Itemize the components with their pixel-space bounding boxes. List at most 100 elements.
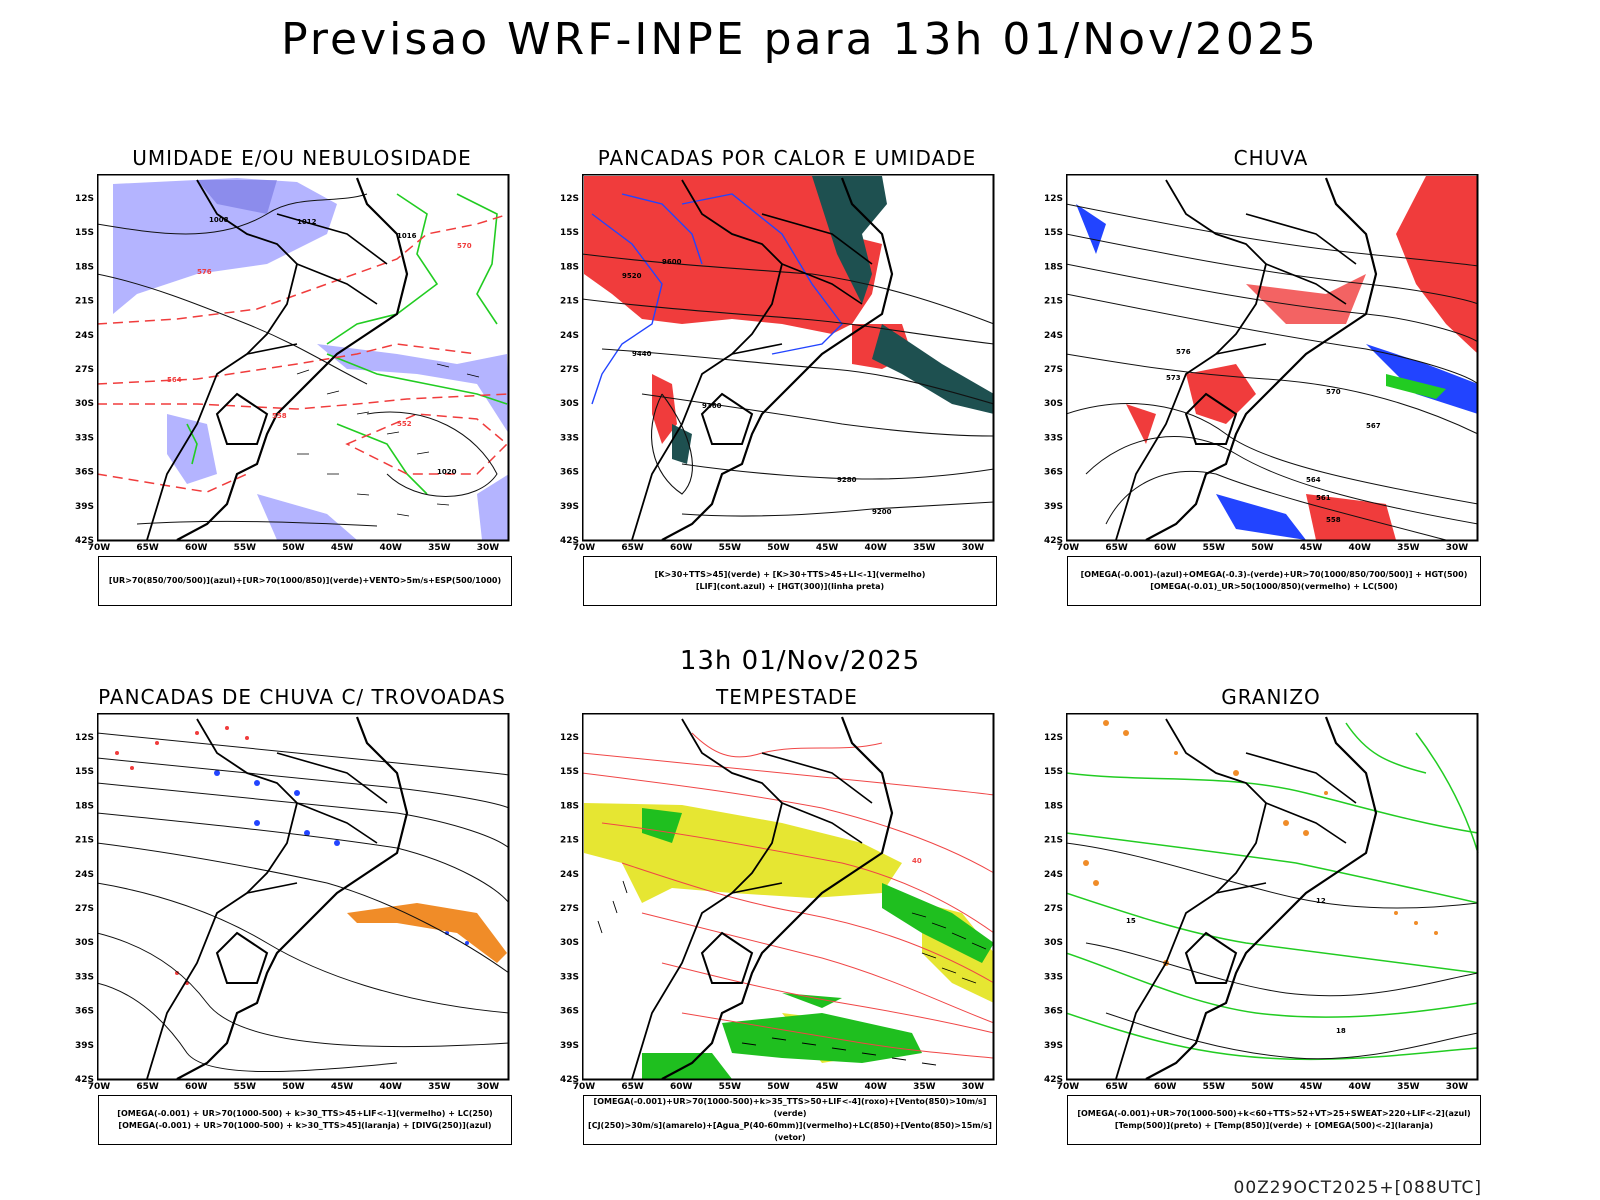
contour-label: 9280: [837, 476, 857, 484]
height-contours: [582, 253, 995, 517]
panel-title: CHUVA: [1233, 146, 1309, 170]
rain-red-area: [1126, 404, 1156, 444]
coastline-and-borders: [146, 177, 409, 541]
instability-red-area: [584, 176, 882, 334]
humidity-upper-area: [317, 344, 509, 434]
rain-blue-area: [1216, 494, 1306, 540]
instability-teal-area: [872, 324, 994, 414]
wind-green-area: [642, 808, 682, 843]
contour-label: 1016: [397, 232, 417, 240]
contour-label: 9600: [662, 258, 682, 266]
legend-line: [OMEGA(-0.001) + UR>70(1000-500) + k>30_…: [117, 1109, 493, 1118]
contour-label: 573: [1166, 374, 1181, 382]
wind-green-area: [722, 1013, 922, 1063]
contour-label: 570: [457, 242, 472, 250]
contour-label: 40: [912, 857, 922, 865]
wind-green-area: [782, 993, 842, 1008]
map-canvas: 1008 1012 1016 1020 576 570 564 558 552: [97, 174, 510, 542]
streamlines: [97, 732, 510, 1073]
panel-legend: [UR>70(850/700/500)](azul)+[UR>70(1000/8…: [98, 556, 512, 606]
map-frame: [582, 713, 995, 1081]
legend-line: [Temp(500)](preto) + [Temp(850)](verde) …: [1114, 1121, 1434, 1130]
panel-legend: [OMEGA(-0.001)+UR>70(1000-500)+k<60+TTS>…: [1067, 1095, 1481, 1145]
contour-label: 9360: [702, 402, 722, 410]
panel-chuva: CHUVA: [1056, 146, 1486, 616]
humidity-upper-area: [113, 178, 337, 314]
wind-green-area: [882, 883, 994, 963]
contour-label: 18: [1336, 1027, 1346, 1035]
contour-labels: 9600 9520 9440 9360 9280 9200: [622, 258, 892, 516]
contour-label: 9440: [632, 350, 652, 358]
map-tempestade: 40: [582, 713, 1002, 1083]
map-frame: [97, 174, 510, 542]
panel-umidade: UMIDADE E/OU NEBULOSIDADE: [87, 146, 517, 616]
rain-red-area: [1246, 274, 1366, 324]
run-time-footer: 00Z29OCT2025+[088UTC]: [1233, 1178, 1482, 1198]
map-canvas: 40: [582, 713, 995, 1081]
jet-yellow-area: [584, 803, 902, 903]
panel-title: PANCADAS POR CALOR E UMIDADE: [597, 146, 977, 170]
contour-label: 1012: [297, 218, 317, 226]
contour-label: 561: [1316, 494, 1331, 502]
coastline-and-borders: [1115, 716, 1378, 1080]
lower-row-subtitle: 13h 01/Nov/2025: [679, 646, 921, 676]
lifted-index-contours: [591, 193, 843, 405]
wind-vectors: [296, 363, 480, 517]
contour-label: 9520: [622, 272, 642, 280]
legend-line: [LIF](cont.azul) + [HGT(300)](linha pret…: [695, 582, 885, 591]
legend-line: [CJ(250)>30m/s](amarelo)+[Agua_P(40-60mm…: [588, 1121, 992, 1142]
contour-label: 1020: [437, 468, 457, 476]
map-granizo: 12 15 18: [1066, 713, 1486, 1083]
contour-labels: 576 573 570 567 564 561 558: [1166, 348, 1381, 524]
panel-legend: [OMEGA(-0.001)+UR>70(1000-500)+k>35_TTS>…: [583, 1095, 997, 1145]
panel-tempestade: TEMPESTADE: [572, 685, 1002, 1155]
wind-vectors: [597, 880, 987, 1066]
rain-red-area: [1186, 364, 1256, 424]
contour-label: 564: [1306, 476, 1321, 484]
main-title: Previsao WRF-INPE para 13h 01/Nov/2025: [281, 14, 1319, 65]
legend-line: [OMEGA(-0.001)-(azul)+OMEGA(-0.3)-(verde…: [1080, 570, 1468, 579]
panel-pancadas-calor: PANCADAS POR CALOR E UMIDADE: [572, 146, 1002, 616]
humidity-upper-area: [477, 474, 509, 540]
map-canvas: [97, 713, 510, 1081]
coastline-and-borders: [1115, 177, 1378, 541]
contour-label: 552: [397, 420, 412, 428]
pressure-contours: [97, 193, 498, 527]
coastline-and-borders: [631, 177, 894, 541]
panel-granizo: GRANIZO: [1056, 685, 1486, 1155]
coastline-and-borders: [631, 716, 894, 1080]
temp850-contours: [1066, 722, 1479, 1061]
legend-line: [OMEGA(-0.001)+UR>70(1000-500)+k<60+TTS>…: [1077, 1109, 1471, 1118]
panel-legend: [K>30+TTS>45](verde) + [K>30+TTS>45+LI<-…: [583, 556, 997, 606]
rain-blue-area: [1366, 344, 1478, 414]
legend-line: [OMEGA(-0.001)+UR>70(1000-500)+k>35_TTS>…: [593, 1097, 987, 1118]
contour-label: 564: [167, 376, 182, 384]
panel-title: TEMPESTADE: [716, 685, 858, 709]
contour-label: 9200: [872, 508, 892, 516]
contour-label: 567: [1366, 422, 1381, 430]
panel-title: UMIDADE E/OU NEBULOSIDADE: [132, 146, 472, 170]
panel-legend: [OMEGA(-0.001) + UR>70(1000-500) + k>30_…: [98, 1095, 512, 1145]
map-frame: [97, 713, 510, 1081]
panel-title: GRANIZO: [1221, 685, 1321, 709]
legend-line: [K>30+TTS>45](verde) + [K>30+TTS>45+LI<-…: [654, 570, 926, 579]
thickness-contours: [97, 213, 510, 493]
map-frame: [1066, 713, 1479, 1081]
map-pancadas-calor: 9600 9520 9440 9360 9280 9200: [582, 174, 1002, 544]
contour-labels: 1008 1012 1016 1020 576 570 564 558 552: [167, 216, 472, 476]
coastline-and-borders: [146, 716, 409, 1080]
contour-labels: 12 15 18: [1126, 897, 1346, 1035]
panel-legend: [OMEGA(-0.001)-(azul)+OMEGA(-0.3)-(verde…: [1067, 556, 1481, 606]
contour-label: 15: [1126, 917, 1136, 925]
humidity-upper-area: [167, 414, 217, 484]
map-trovoadas: [97, 713, 517, 1083]
rain-green-area: [1386, 374, 1446, 399]
streamlines: [1066, 203, 1479, 541]
contour-label: 576: [1176, 348, 1191, 356]
contour-label: 1008: [209, 216, 229, 224]
contour-label: 558: [272, 412, 287, 420]
rain-blue-area: [1076, 204, 1106, 254]
instability-red-area: [652, 374, 677, 444]
rain-red-area: [1396, 176, 1478, 354]
humidity-upper-area: [197, 180, 277, 214]
